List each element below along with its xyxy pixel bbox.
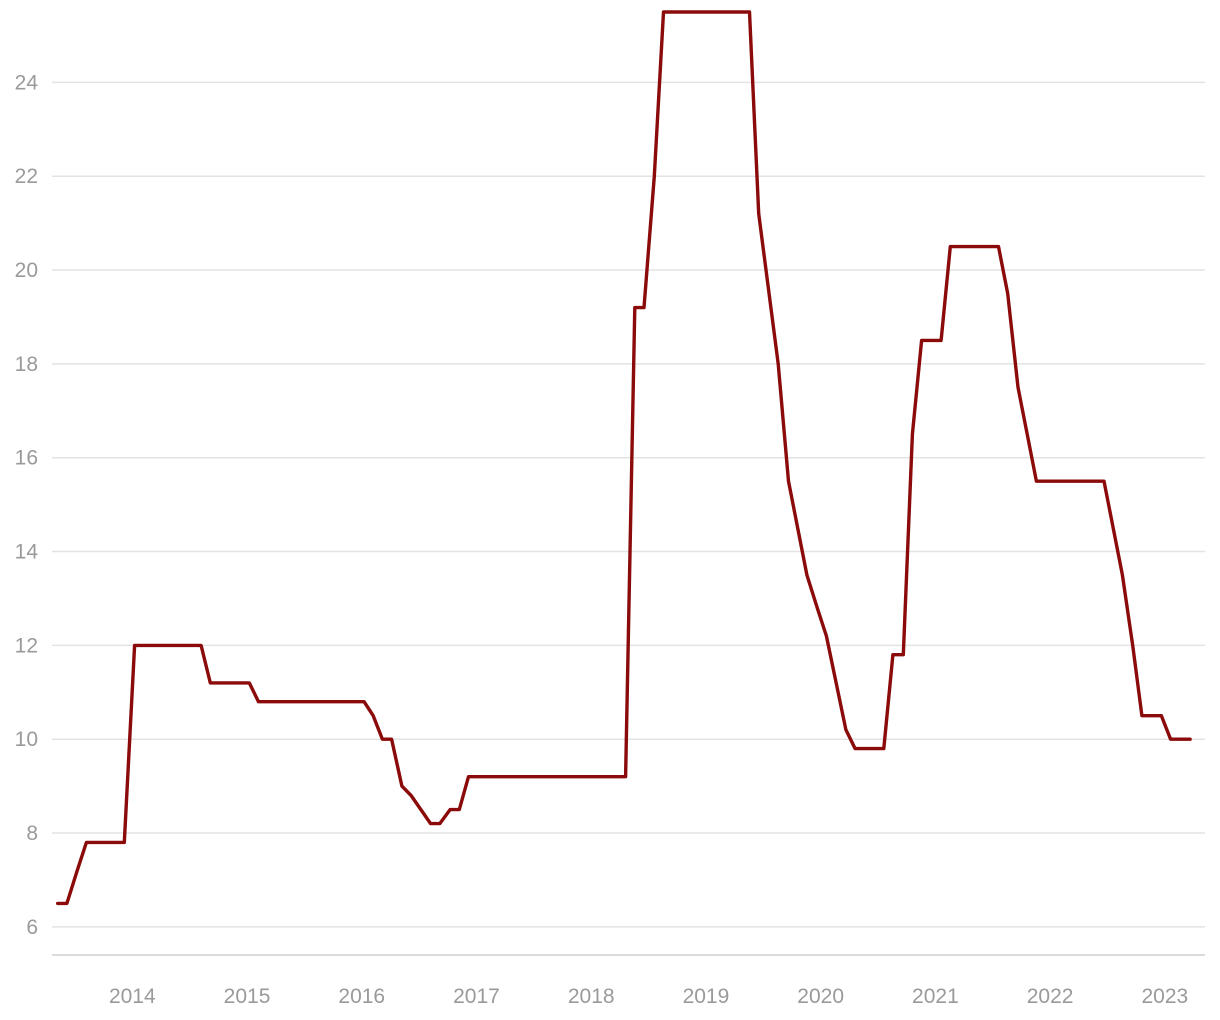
x-tick-label: 2021: [912, 985, 959, 1008]
y-tick-label: 12: [15, 634, 38, 657]
x-tick-label: 2016: [338, 985, 385, 1008]
x-tick-label: 2015: [224, 985, 271, 1008]
y-tick-label: 16: [15, 447, 38, 470]
x-tick-label: 2014: [109, 985, 156, 1008]
x-tick-label: 2022: [1027, 985, 1074, 1008]
y-tick-label: 10: [15, 728, 38, 751]
y-tick-label: 20: [15, 259, 38, 282]
y-tick-labels: 6 8 10 12 14 16 18 20 22 24: [15, 71, 39, 938]
x-tick-label: 2020: [797, 985, 844, 1008]
y-tick-label: 18: [15, 353, 38, 376]
y-tick-label: 24: [15, 71, 39, 94]
x-tick-label: 2023: [1141, 985, 1188, 1008]
y-tick-label: 22: [15, 165, 38, 188]
series-line-1: [56, 10, 1192, 906]
series-group: [56, 10, 1192, 906]
y-tick-label: 14: [15, 541, 39, 564]
x-tick-label: 2017: [453, 985, 500, 1008]
x-tick-label: 2018: [568, 985, 615, 1008]
x-tick-labels: 2014 2015 2016 2017 2018 2019 2020 2021 2022 2023: [109, 985, 1188, 1008]
y-tick-label: 6: [26, 916, 38, 939]
y-tick-label: 8: [26, 822, 38, 845]
x-tick-label: 2019: [683, 985, 730, 1008]
y-gridlines: [52, 81, 1205, 956]
